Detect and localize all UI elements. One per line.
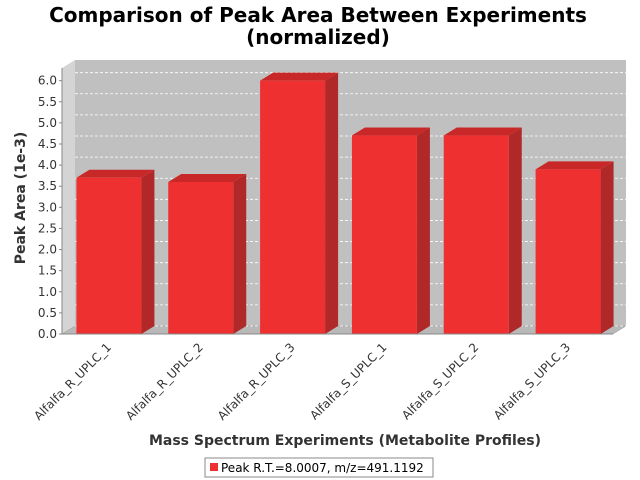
bar-top	[168, 174, 247, 182]
chart-title-line2: (normalized)	[246, 25, 390, 49]
y-tick-label: 2.5	[38, 221, 57, 235]
bar-top	[76, 169, 155, 178]
y-tick-label: 5.0	[38, 116, 57, 130]
y-tick-label: 4.5	[38, 137, 57, 151]
legend-label: Peak R.T.=8.0007, m/z=491.1192	[221, 461, 424, 475]
bar-top	[351, 127, 430, 136]
legend: Peak R.T.=8.0007, m/z=491.1192	[204, 457, 434, 478]
bar	[168, 174, 247, 334]
legend-swatch	[210, 463, 218, 471]
bar	[535, 161, 614, 334]
y-tick-label: 0.5	[38, 306, 57, 320]
bar	[260, 72, 339, 335]
bar-front	[443, 135, 509, 334]
x-tick-label: Alfalfa_R_UPLC_1	[31, 340, 114, 423]
x-tick-label: Alfalfa_S_UPLC_2	[399, 340, 481, 422]
bar-front	[535, 169, 601, 334]
x-tick-label: Alfalfa_R_UPLC_2	[123, 340, 206, 423]
bar-side	[325, 72, 339, 335]
bar-top	[443, 127, 522, 136]
bar-top	[535, 161, 614, 170]
bar-side	[233, 174, 247, 334]
y-axis: 0.0 0.5 1.0 1.5 2.0 2.5 3.0 3.5 4.0 4.5 5.0 5.5 6.0	[38, 68, 63, 341]
bar	[443, 127, 522, 334]
x-axis: Alfalfa_R_UPLC_1 Alfalfa_R_UPLC_2 Alfalfa_…	[31, 333, 613, 423]
y-tick-label: 5.5	[38, 95, 57, 109]
y-tick-label: 1.5	[38, 264, 57, 278]
bar-front	[260, 80, 326, 335]
y-tick-label: 0.0	[38, 327, 57, 341]
gridlines	[75, 72, 626, 327]
bar-front	[351, 135, 417, 334]
bar-top	[260, 72, 339, 81]
y-tick-label: 6.0	[38, 74, 57, 88]
bar-front	[168, 182, 234, 334]
bar-side	[141, 169, 155, 334]
bar-side	[600, 161, 614, 334]
plot-background	[75, 60, 626, 326]
y-tick-label: 3.5	[38, 179, 57, 193]
x-tick-label: Alfalfa_R_UPLC_3	[215, 340, 298, 423]
bar	[351, 127, 430, 334]
y-tick-label: 4.0	[38, 158, 57, 172]
bar	[76, 169, 155, 334]
bars	[76, 72, 614, 335]
y-tick-label: 1.0	[38, 285, 57, 299]
chart-title-line1: Comparison of Peak Area Between Experime…	[49, 3, 587, 27]
bar-side	[416, 127, 430, 334]
legend-box	[204, 457, 434, 478]
y-axis-label: Peak Area (1e-3)	[13, 132, 29, 265]
y-tick-label: 2.0	[38, 243, 57, 257]
y-tick-label: 3.0	[38, 200, 57, 214]
x-axis-label: Mass Spectrum Experiments (Metabolite Pr…	[149, 433, 541, 449]
x-tick-label: Alfalfa_S_UPLC_3	[491, 340, 573, 422]
x-tick-label: Alfalfa_S_UPLC_1	[307, 340, 389, 422]
bar-front	[76, 177, 142, 334]
bar-side	[508, 127, 522, 334]
